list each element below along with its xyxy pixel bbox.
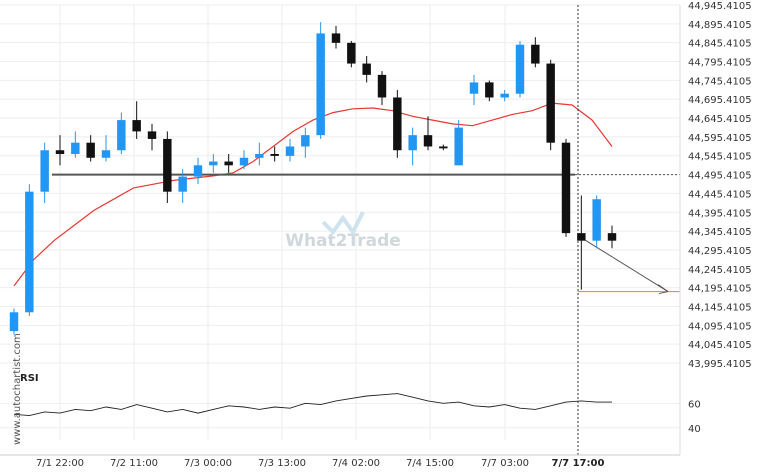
candle-body bbox=[55, 150, 65, 155]
candle-body bbox=[454, 127, 463, 166]
price-tick-label: 44,545.4105 bbox=[688, 152, 752, 163]
candle-body bbox=[86, 142, 95, 158]
candle-body bbox=[147, 131, 157, 139]
candle-body bbox=[485, 82, 494, 98]
price-tick-label: 44,745.4105 bbox=[688, 76, 752, 87]
candle-body bbox=[209, 161, 218, 166]
forecast-arrowhead-icon bbox=[657, 284, 669, 295]
rsi-tick-label: 40 bbox=[688, 424, 701, 435]
candles bbox=[9, 22, 617, 335]
candle-body bbox=[117, 120, 126, 151]
time-tick-label: 7/4 02:00 bbox=[332, 458, 380, 469]
watermark-logo-icon bbox=[321, 211, 365, 236]
price-tick-label: 44,345.4105 bbox=[688, 227, 752, 238]
price-tick-label: 44,245.4105 bbox=[688, 265, 752, 276]
time-tick-label: 7/2 11:00 bbox=[110, 458, 158, 469]
price-tick-label: 44,895.4105 bbox=[688, 20, 752, 31]
price-tick-label: 44,295.4105 bbox=[688, 246, 752, 257]
candle-body bbox=[561, 142, 571, 234]
candle-body bbox=[178, 176, 187, 192]
price-tick-label: 44,845.4105 bbox=[688, 39, 752, 50]
axes: 44,945.4105 44,895.4105 44,845.4105 44,795.… bbox=[0, 1, 752, 469]
candle-body bbox=[163, 138, 172, 192]
candle-body bbox=[224, 161, 233, 166]
candle-body bbox=[101, 150, 111, 158]
time-tick-label: 7/7 17:00 bbox=[552, 458, 605, 469]
candle-body bbox=[439, 146, 448, 149]
price-tick-label: 44,495.4105 bbox=[688, 171, 752, 182]
moving-average bbox=[13, 102, 613, 287]
rsi-line bbox=[13, 393, 612, 417]
candle-body bbox=[71, 142, 80, 155]
candle-body bbox=[347, 42, 356, 64]
price-tick-label: 44,195.4105 bbox=[688, 284, 752, 295]
candle-body bbox=[362, 63, 371, 75]
candle-body bbox=[546, 63, 555, 143]
candle-body bbox=[301, 135, 310, 147]
time-tick-label: 7/4 15:00 bbox=[406, 458, 454, 469]
candle-body bbox=[316, 33, 325, 136]
candle-body bbox=[577, 233, 586, 241]
candle-body bbox=[607, 233, 617, 241]
candle-body bbox=[515, 44, 525, 94]
price-tick-label: 44,595.4105 bbox=[688, 133, 752, 144]
price-tick-label: 44,945.4105 bbox=[688, 1, 752, 12]
candle-body bbox=[331, 33, 341, 43]
levels bbox=[52, 5, 680, 455]
price-tick-label: 44,145.4105 bbox=[688, 302, 752, 313]
candle-body bbox=[592, 199, 601, 241]
forecast-arrow-line bbox=[579, 236, 669, 292]
what2trade-watermark: What2Trade bbox=[285, 211, 401, 251]
price-tick-label: 44,445.4105 bbox=[688, 189, 752, 200]
candle-body bbox=[132, 120, 141, 132]
candle-body bbox=[423, 135, 433, 147]
candle-body bbox=[285, 146, 295, 156]
price-tick-label: 44,795.4105 bbox=[688, 58, 752, 69]
moving-average-line bbox=[13, 102, 613, 287]
time-tick-label: 7/3 00:00 bbox=[184, 458, 232, 469]
candle-body bbox=[239, 157, 249, 166]
time-tick-label: 7/1 22:00 bbox=[36, 458, 84, 469]
price-tick-label: 44,045.4105 bbox=[688, 340, 752, 351]
candle-body bbox=[40, 150, 49, 192]
time-tick-label: 7/3 13:00 bbox=[258, 458, 306, 469]
candle-body bbox=[500, 93, 509, 98]
candle-body bbox=[25, 191, 34, 313]
price-tick-label: 44,645.4105 bbox=[688, 114, 752, 125]
price-tick-label: 44,395.4105 bbox=[688, 208, 752, 219]
candle-body bbox=[531, 44, 540, 64]
autochartist-watermark: www.autochartist.com bbox=[12, 333, 23, 445]
watermark-text: What2Trade bbox=[285, 231, 401, 251]
candle-body bbox=[255, 154, 264, 158]
rsi-tick-label: 60 bbox=[688, 399, 701, 410]
candle-body bbox=[393, 97, 402, 151]
candle-body bbox=[9, 312, 19, 332]
price-tick-label: 43,995.4105 bbox=[688, 359, 752, 370]
time-tick-label: 7/7 03:00 bbox=[481, 458, 529, 469]
candle-body bbox=[270, 154, 279, 156]
candle-body bbox=[377, 74, 387, 98]
price-tick-label: 44,095.4105 bbox=[688, 321, 752, 332]
rsi-panel: RSI bbox=[13, 373, 612, 417]
candle-body bbox=[193, 165, 203, 177]
candle-body bbox=[469, 82, 479, 94]
rsi-title: RSI bbox=[20, 373, 39, 384]
candle-body bbox=[408, 135, 417, 151]
price-tick-label: 44,695.4105 bbox=[688, 95, 752, 106]
